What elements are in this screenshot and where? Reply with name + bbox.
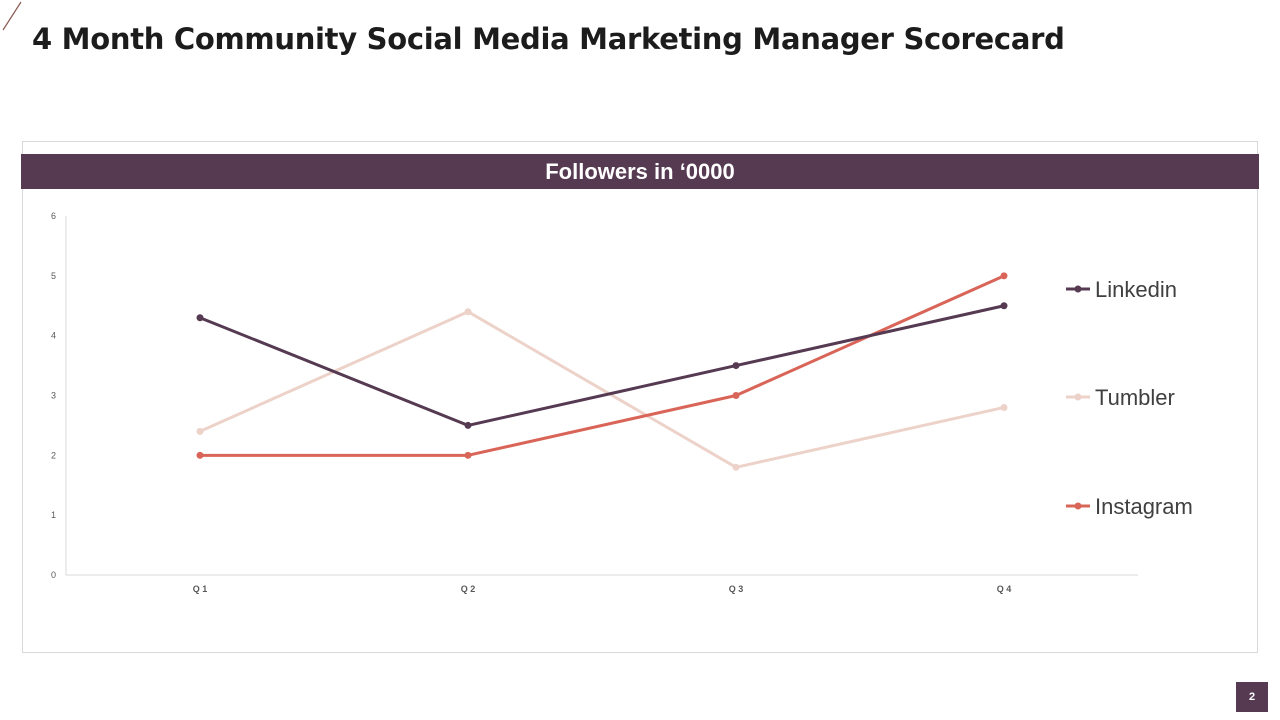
data-point-instagram [196, 451, 204, 459]
y-tick-label: 6 [51, 211, 56, 221]
chart-title-banner: Followers in ‘0000 [21, 154, 1259, 189]
data-point-instagram [1000, 272, 1008, 280]
data-point-instagram [464, 451, 472, 459]
series-line-tumbler [198, 310, 1006, 469]
legend-marker-instagram [1074, 502, 1082, 510]
data-point-tumbler [732, 463, 740, 471]
y-tick-label: 3 [51, 391, 56, 401]
data-point-linkedin [196, 314, 204, 322]
y-tick-label: 4 [51, 331, 56, 341]
x-tick-label: Q 1 [193, 584, 208, 594]
data-point-linkedin [464, 421, 472, 429]
x-tick-label: Q 4 [997, 584, 1012, 594]
y-tick-label: 0 [51, 570, 56, 580]
page-number: 2 [1248, 691, 1256, 703]
data-point-linkedin [1000, 302, 1008, 310]
x-tick-label: Q 2 [461, 584, 476, 594]
chart-title: Followers in ‘0000 [545, 158, 735, 184]
data-point-tumbler [1000, 403, 1008, 411]
y-tick-label: 1 [51, 510, 56, 520]
x-tick-label: Q 3 [729, 584, 744, 594]
legend-label-instagram: Instagram [1095, 494, 1193, 519]
page-number-badge: 2 [1236, 682, 1268, 712]
chart-frame [22, 141, 1258, 653]
data-point-linkedin [732, 362, 740, 370]
data-point-tumbler [464, 308, 472, 316]
series-line-linkedin [198, 304, 1006, 427]
legend-marker-tumbler [1074, 393, 1082, 401]
page-title: 4 Month Community Social Media Marketing… [32, 22, 1065, 56]
legend-label-tumbler: Tumbler [1095, 385, 1175, 410]
legend-label-linkedin: Linkedin [1095, 277, 1177, 302]
legend-marker-linkedin [1074, 285, 1082, 293]
y-tick-label: 2 [51, 450, 56, 460]
corner-slash-decoration [2, 1, 22, 31]
data-point-instagram [732, 392, 740, 399]
data-point-tumbler [196, 427, 204, 435]
y-tick-label: 5 [51, 271, 56, 281]
